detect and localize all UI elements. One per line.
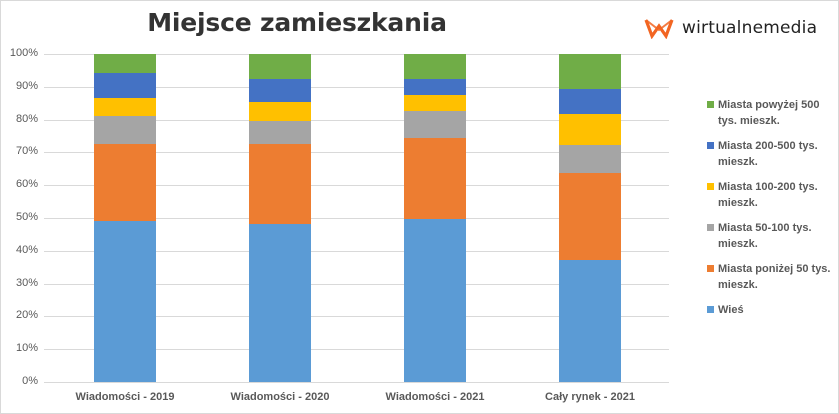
- bar-segment[interactable]: [249, 120, 311, 144]
- x-tick-label: Wiadomości - 2019: [75, 391, 175, 403]
- bar-segment[interactable]: [404, 78, 466, 96]
- gridline: [44, 152, 669, 154]
- wm-logo-icon: [644, 19, 674, 39]
- gridline: [44, 283, 669, 285]
- bar-segment[interactable]: [94, 116, 156, 144]
- y-tick-label: 90%: [15, 79, 38, 92]
- y-tick-label: 50%: [15, 211, 38, 223]
- bar-segment[interactable]: [404, 54, 466, 79]
- y-tick-label: 30%: [15, 276, 38, 289]
- bar-segment[interactable]: [94, 143, 156, 222]
- legend-label: Wieś: [718, 304, 744, 316]
- legend-item[interactable]: Miasta powyżej 500 tys. mieszk.: [707, 97, 832, 129]
- legend-item[interactable]: Miasta 200-500 tys. mieszk.: [707, 138, 832, 170]
- brand-name: wirtualnemedia: [682, 18, 818, 38]
- stacked-bar[interactable]: [94, 54, 156, 382]
- bar-segment[interactable]: [94, 54, 156, 74]
- y-tick-label: 70%: [15, 145, 38, 158]
- legend-item[interactable]: Miasta poniżej 50 tys. mieszk.: [707, 261, 832, 293]
- bar-segment[interactable]: [249, 224, 311, 382]
- legend-item[interactable]: Miasta 50-100 tys. mieszk.: [707, 220, 832, 252]
- gridline: [44, 86, 669, 88]
- gridline: [44, 250, 669, 252]
- y-tick-label: 100%: [9, 47, 38, 59]
- y-tick-label: 80%: [15, 112, 38, 125]
- gridline: [44, 316, 669, 318]
- bar-segment[interactable]: [249, 143, 311, 225]
- bar-segment[interactable]: [559, 260, 621, 382]
- bar-segment[interactable]: [249, 101, 311, 121]
- legend-swatch-icon: [707, 101, 714, 108]
- legend-swatch-icon: [707, 306, 714, 313]
- bar-segment[interactable]: [94, 97, 156, 117]
- bar-segment[interactable]: [249, 54, 311, 79]
- gridline: [44, 349, 669, 351]
- y-tick-label: 0%: [22, 375, 38, 387]
- legend-label: Miasta poniżej 50 tys. mieszk.: [718, 263, 831, 291]
- bar-segment[interactable]: [559, 172, 621, 261]
- legend-item[interactable]: Wieś: [707, 302, 832, 318]
- x-tick-label: Cały rynek - 2021: [545, 391, 635, 403]
- gridline: [44, 218, 669, 219]
- legend-label: Miasta 50-100 tys. mieszk.: [718, 222, 812, 250]
- legend-label: Miasta powyżej 500 tys. mieszk.: [718, 99, 820, 127]
- brand-logo: wirtualnemedia: [644, 15, 817, 41]
- bar-segment[interactable]: [404, 137, 466, 220]
- gridline: [44, 185, 669, 187]
- bar-segment[interactable]: [559, 88, 621, 114]
- gridline: [44, 382, 669, 383]
- bar-segment[interactable]: [404, 95, 466, 112]
- legend-item[interactable]: Miasta 100-200 tys. mieszk.: [707, 179, 832, 211]
- bar-segment[interactable]: [94, 73, 156, 98]
- x-tick-label: Wiadomości - 2021: [385, 391, 485, 403]
- stacked-bar[interactable]: [559, 54, 621, 382]
- y-tick-label: 10%: [15, 342, 38, 355]
- gridline: [44, 119, 669, 121]
- legend-swatch-icon: [707, 183, 714, 190]
- bar-segment[interactable]: [559, 54, 621, 89]
- plot-area: 0% 10% 20% 30% 40% 50% 60% 70% 80% 90% 100% Wiadomo…: [10, 47, 669, 403]
- bar-segment[interactable]: [404, 219, 466, 382]
- legend-swatch-icon: [707, 265, 714, 272]
- bar-segment[interactable]: [249, 78, 311, 102]
- legend-label: Miasta 100-200 tys. mieszk.: [718, 181, 818, 209]
- y-tick-label: 60%: [15, 178, 38, 191]
- y-tick-label: 20%: [15, 309, 38, 322]
- bar-segment[interactable]: [404, 111, 466, 138]
- stacked-bar[interactable]: [249, 54, 311, 382]
- bar-segment[interactable]: [559, 144, 621, 173]
- legend-swatch-icon: [707, 224, 714, 231]
- legend: Miasta powyżej 500 tys. mieszk. Miasta 20…: [707, 97, 832, 327]
- legend-label: Miasta 200-500 tys. mieszk.: [718, 140, 818, 168]
- bar-segment[interactable]: [94, 221, 156, 382]
- legend-swatch-icon: [707, 142, 714, 149]
- stacked-bar[interactable]: [404, 54, 466, 382]
- y-tick-label: 40%: [15, 243, 38, 256]
- bar-segment[interactable]: [559, 113, 621, 145]
- chart-title: Miejsce zamieszkania: [147, 8, 447, 37]
- x-tick-label: Wiadomości - 2020: [230, 391, 330, 403]
- gridline: [44, 54, 669, 55]
